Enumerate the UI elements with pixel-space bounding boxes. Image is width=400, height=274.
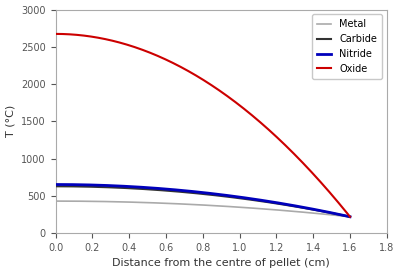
Carbide — [228, 195, 233, 199]
Carbide — [195, 192, 200, 195]
Metal — [53, 199, 58, 203]
Metal — [340, 214, 345, 218]
Metal — [193, 203, 198, 206]
Oxide — [294, 155, 299, 158]
Metal — [212, 204, 217, 207]
Nitride — [228, 194, 233, 198]
Carbide — [53, 185, 58, 188]
Line: Oxide: Oxide — [56, 34, 350, 217]
Line: Carbide: Carbide — [56, 186, 350, 217]
Carbide — [348, 215, 352, 218]
Carbide — [193, 192, 198, 195]
Line: Nitride: Nitride — [56, 184, 350, 217]
Metal — [195, 203, 200, 206]
Y-axis label: T (°C): T (°C) — [6, 105, 16, 138]
Nitride — [53, 183, 58, 186]
Metal — [228, 205, 233, 208]
Oxide — [195, 75, 200, 78]
Oxide — [53, 32, 58, 36]
Oxide — [193, 73, 198, 77]
Carbide — [340, 214, 345, 217]
Nitride — [340, 214, 345, 217]
Oxide — [228, 97, 233, 100]
Oxide — [348, 215, 352, 218]
Carbide — [212, 193, 217, 197]
Metal — [348, 215, 352, 218]
Oxide — [340, 206, 345, 210]
Line: Metal: Metal — [56, 201, 350, 217]
Nitride — [294, 204, 299, 208]
X-axis label: Distance from the centre of pellet (cm): Distance from the centre of pellet (cm) — [112, 258, 330, 269]
Nitride — [348, 215, 352, 218]
Metal — [294, 210, 299, 213]
Carbide — [294, 205, 299, 209]
Oxide — [212, 86, 217, 89]
Legend: Metal, Carbide, Nitride, Oxide: Metal, Carbide, Nitride, Oxide — [312, 15, 382, 79]
Nitride — [195, 190, 200, 194]
Nitride — [193, 190, 198, 193]
Nitride — [212, 192, 217, 196]
